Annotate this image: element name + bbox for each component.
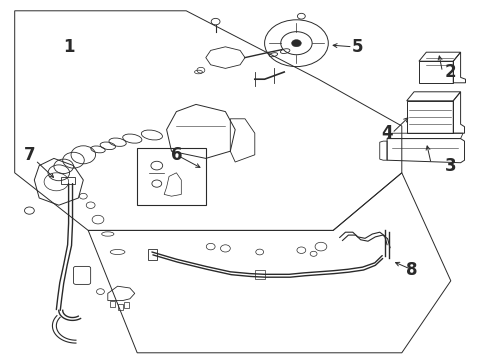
Text: 1: 1 — [63, 38, 74, 56]
Bar — [255, 270, 265, 279]
Text: 7: 7 — [24, 146, 35, 164]
Text: 6: 6 — [171, 146, 182, 164]
Circle shape — [292, 40, 301, 47]
Bar — [124, 302, 129, 308]
Text: 2: 2 — [445, 63, 457, 81]
Bar — [61, 177, 75, 184]
Bar — [110, 301, 115, 307]
Text: 5: 5 — [352, 38, 364, 56]
Bar — [148, 249, 157, 260]
Text: 8: 8 — [406, 261, 417, 279]
Bar — [118, 304, 122, 310]
Text: 4: 4 — [381, 124, 393, 142]
Text: 3: 3 — [445, 157, 457, 175]
